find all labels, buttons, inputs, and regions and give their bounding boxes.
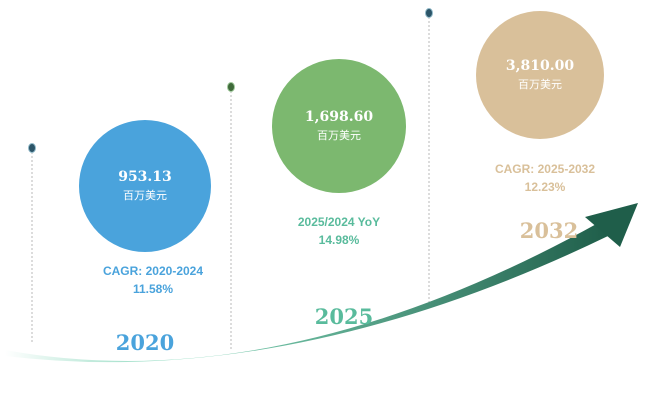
value-2032: 3,810.00 bbox=[505, 58, 575, 74]
year-label-2032: 2032 bbox=[519, 218, 579, 243]
year-label-2025: 2025 bbox=[314, 304, 374, 329]
growth-label-2020: CAGR: 2020-2024 11.58% bbox=[68, 262, 238, 298]
growth-rate-2020: 11.58% bbox=[132, 282, 174, 296]
growth-label-text-2032: CAGR: 2025-2032 bbox=[494, 162, 596, 176]
pin-marker-2032 bbox=[425, 8, 433, 18]
value-2025: 1,698.60 bbox=[304, 109, 374, 125]
growth-arrow-head bbox=[585, 203, 638, 247]
unit-2032: 百万美元 bbox=[518, 78, 562, 91]
unit-2020: 百万美元 bbox=[123, 189, 167, 202]
pin-marker-2025 bbox=[227, 82, 235, 92]
growth-rate-2032: 12.23% bbox=[524, 180, 566, 194]
growth-label-2025: 2025/2024 YoY 14.98% bbox=[266, 213, 412, 249]
pin-marker-2020 bbox=[28, 143, 36, 153]
value-2020: 953.13 bbox=[118, 169, 172, 185]
unit-2025: 百万美元 bbox=[317, 129, 361, 142]
value-bubble-2020: 953.13 百万美元 bbox=[79, 120, 211, 252]
growth-label-text-2020: CAGR: 2020-2024 bbox=[102, 264, 204, 278]
value-bubble-2032: 3,810.00 百万美元 bbox=[476, 11, 604, 139]
year-label-2020: 2020 bbox=[115, 330, 175, 355]
growth-rate-2025: 14.98% bbox=[318, 233, 360, 247]
growth-label-2032: CAGR: 2025-2032 12.23% bbox=[470, 160, 620, 196]
value-bubble-2025: 1,698.60 百万美元 bbox=[272, 59, 406, 193]
growth-label-text-2025: 2025/2024 YoY bbox=[297, 215, 381, 229]
